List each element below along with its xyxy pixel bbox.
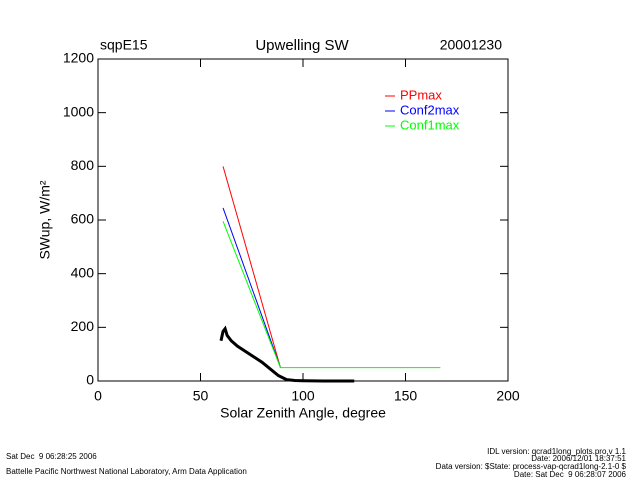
y-tick-label: 200 — [71, 318, 95, 334]
x-tick-label: 50 — [193, 388, 209, 404]
footer-text: Battelle Pacific Northwest National Labo… — [6, 467, 247, 476]
legend-label: Conf1max — [400, 117, 460, 132]
x-tick-label: 100 — [291, 388, 315, 404]
x-tick-label: 200 — [496, 388, 520, 404]
legend-label: PPmax — [400, 87, 442, 102]
data-line — [222, 221, 441, 369]
footer-text: IDL version: qcrad1long_plots.pro,v 1.1 — [487, 447, 626, 456]
x-tick-label: 0 — [94, 388, 102, 404]
station-label: sqpE15 — [100, 37, 148, 53]
y-axis-label: SWup, W/m² — [37, 180, 53, 259]
footer-text: Data version: $State: process-vap-qcrad1… — [436, 462, 627, 471]
y-tick-label: 400 — [71, 264, 95, 280]
footer-text: Date: 2006/12/01 18:37:51 — [531, 454, 626, 463]
y-tick-label: 600 — [71, 211, 95, 227]
data-line — [222, 166, 281, 368]
y-tick-label: 1200 — [63, 50, 94, 66]
legend-label: Conf2max — [400, 102, 460, 117]
footer-text: Sat Dec 9 06:28:25 2006 — [6, 452, 97, 461]
data-line — [222, 207, 281, 368]
y-tick-label: 1000 — [63, 103, 94, 119]
x-tick-label: 150 — [394, 388, 418, 404]
chart-title: Upwelling SW — [255, 37, 349, 54]
y-tick-label: 800 — [71, 157, 95, 173]
y-tick-label: 0 — [86, 372, 94, 388]
x-axis-label: Solar Zenith Angle, degree — [220, 405, 386, 421]
footer-text: Date: Sat Dec 9 06:28:07 2006 — [514, 470, 627, 479]
date-label: 20001230 — [440, 37, 503, 53]
data-line — [219, 325, 355, 383]
